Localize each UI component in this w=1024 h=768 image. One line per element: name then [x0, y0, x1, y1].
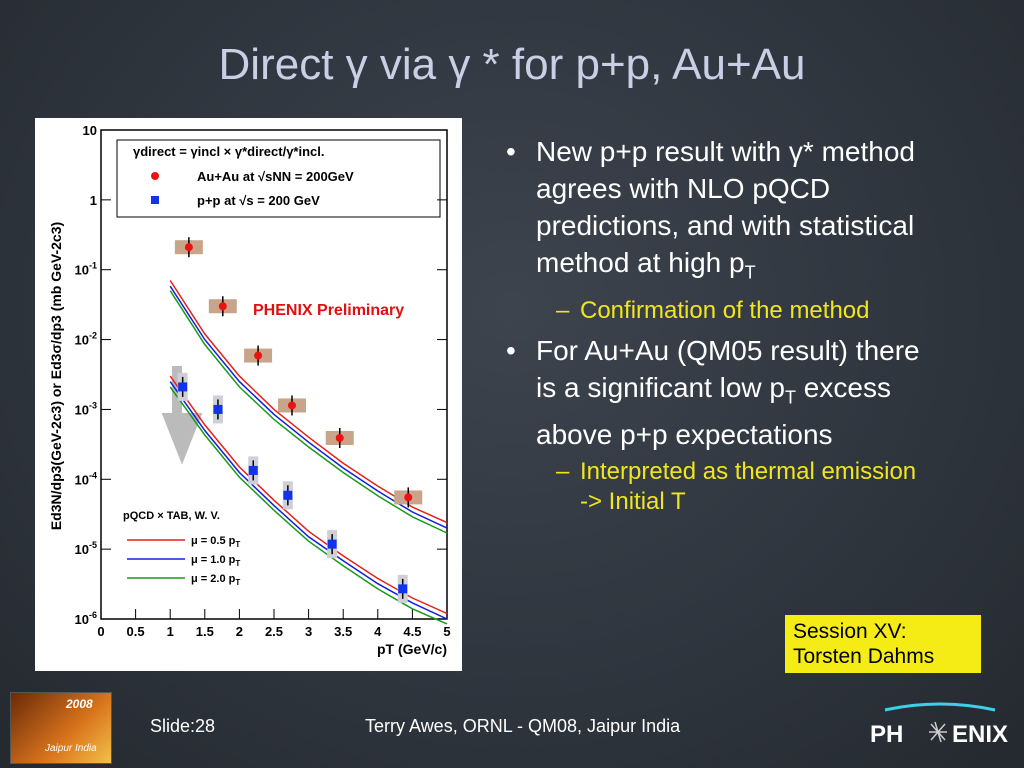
y-tick-label: 10-2 [75, 331, 97, 348]
data-point [184, 243, 193, 252]
x-tick-label: 5 [443, 624, 450, 639]
sub-bullet: Confirmation of the method [536, 296, 930, 326]
bullet: New p+p result with γ* method agrees wit… [500, 133, 930, 326]
curve-legend-title: pQCD × TAB, W. V. [123, 510, 220, 522]
x-tick-label: 0.5 [127, 624, 145, 639]
data-point [404, 493, 413, 502]
sub-bullet: Interpreted as thermal emission -> Initi… [536, 457, 930, 517]
logo-place: Jaipur India [45, 743, 97, 754]
tick-exponent: -2 [89, 331, 97, 341]
footer-credit: Terry Awes, ORNL - QM08, Jaipur India [365, 716, 681, 736]
x-axis-label: pT (GeV/c) [377, 641, 447, 657]
legend-name: μ = 1.0 p [191, 554, 236, 566]
logo-star [929, 721, 947, 743]
tick-exponent: -6 [89, 610, 97, 620]
curve [169, 290, 448, 534]
phenix-logo: PH ENIX [870, 702, 1008, 748]
tick-exponent: -4 [89, 470, 97, 480]
bullet-text: New p+p result with γ* method agrees wit… [536, 136, 915, 278]
legend-sub: T [235, 540, 240, 549]
session-line: Torsten Dahms [793, 645, 935, 668]
bullet-text: For Au+Au (QM05 result) there is a signi… [536, 334, 920, 403]
annotation: PHENIX Preliminary [253, 302, 404, 319]
conference-logo: 2008 Jaipur India [10, 692, 112, 764]
legend-box [116, 139, 441, 218]
x-tick-label: 1.5 [196, 624, 214, 639]
legend-header: γdirect = γincl × γ*direct/γ*incl. [133, 144, 324, 159]
legend-sub: T [235, 559, 240, 568]
tick-base: 10 [75, 472, 89, 487]
x-tick-label: 3.5 [334, 624, 352, 639]
data-point [283, 490, 293, 500]
x-tick-label: 3 [305, 624, 312, 639]
y-tick-label: 10-4 [75, 470, 97, 487]
bullet: For Au+Au (QM05 result) there is a signi… [500, 332, 930, 518]
logo-year: 2008 [66, 697, 93, 711]
tick-base: 10 [75, 402, 89, 417]
legend-label: μ = 1.0 pT [191, 554, 240, 568]
legend-label: μ = 0.5 pT [191, 535, 240, 549]
data-point [213, 404, 223, 414]
y-tick-label: 10-6 [75, 610, 97, 627]
session-box: Session XV: Torsten Dahms [785, 615, 981, 673]
subscript: T [744, 262, 756, 283]
data-point [327, 539, 337, 549]
data-point [218, 302, 227, 311]
tick-exponent: -3 [89, 400, 97, 410]
legend-label: μ = 2.0 pT [191, 573, 240, 587]
legend-marker [151, 196, 159, 204]
logo-arc [884, 702, 996, 712]
y-tick-label: 10-3 [75, 400, 97, 417]
tick-base: 10 [75, 542, 89, 557]
y-tick-label: 10-1 [75, 261, 97, 278]
y-tick-label: 10-5 [75, 540, 97, 557]
data-point [248, 465, 258, 475]
legend-name: μ = 0.5 p [191, 535, 236, 547]
x-tick-label: 2 [236, 624, 243, 639]
data-point [398, 584, 408, 594]
slide-number: Slide:28 [150, 716, 216, 736]
chart: γdirect = γincl × γ*direct/γ*incl. PHENI… [35, 118, 462, 671]
data-point [335, 433, 344, 442]
legend-marker [151, 172, 159, 180]
slide-title: Direct γ via γ * for p+p, Au+Au [218, 40, 806, 89]
data-point [254, 351, 263, 360]
tick-exponent: -5 [89, 540, 97, 550]
curve [169, 285, 448, 529]
legend-name: μ = 2.0 p [191, 573, 236, 585]
logo-text: ENIX [952, 721, 1008, 748]
tick-exponent: -1 [89, 261, 97, 271]
y-axis-label: Ed3N/dp3(GeV-2c3) or Ed3σ/dp3 (mb GeV-2c… [48, 222, 64, 530]
legend-sub: T [235, 578, 240, 587]
bullet-text: excess above p+p expectations [536, 371, 891, 451]
subscript: T [785, 387, 797, 408]
tick-base: 10 [75, 263, 89, 278]
legend-label: Au+Au at √sNN = 200GeV [197, 169, 354, 184]
data-point [178, 382, 188, 392]
data-point [287, 401, 296, 410]
x-tick-label: 4 [374, 624, 382, 639]
y-tick-label: 1 [90, 193, 97, 208]
x-tick-label: 2.5 [265, 624, 283, 639]
tick-base: 10 [75, 612, 89, 627]
y-tick-label: 10 [83, 123, 97, 138]
session-line: Session XV: [793, 620, 907, 643]
tick-base: 10 [75, 333, 89, 348]
logo-text: PH [870, 721, 903, 748]
legend-label: p+p at √s = 200 GeV [197, 193, 320, 208]
x-tick-label: 4.5 [403, 624, 421, 639]
bullet-list: New p+p result with γ* method agrees wit… [500, 133, 930, 523]
x-tick-label: 1 [167, 624, 174, 639]
x-tick-label: 0 [97, 624, 104, 639]
